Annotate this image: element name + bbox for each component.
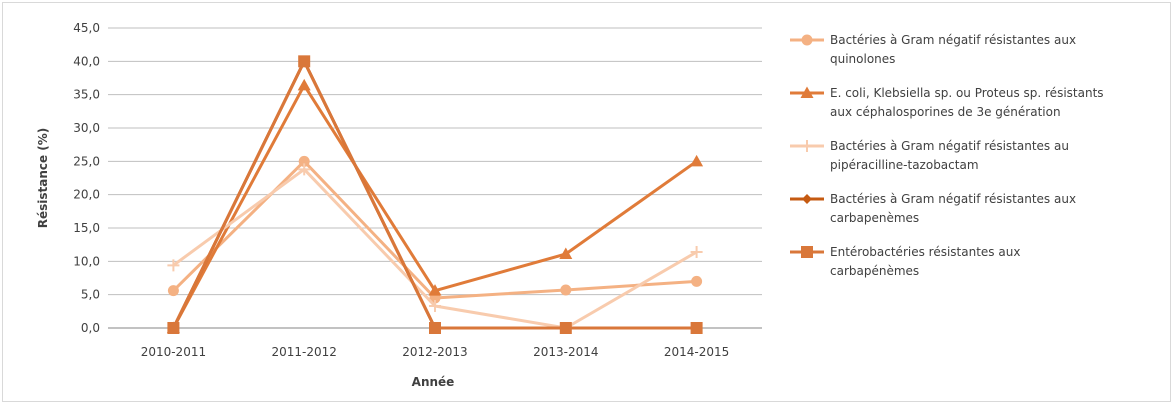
data-point <box>167 322 180 334</box>
data-point <box>560 284 572 296</box>
legend-marker <box>801 246 813 258</box>
data-point <box>690 154 704 167</box>
legend-entry-3: Bactéries à Gram négatif résistantes au p… <box>790 139 1069 172</box>
legend-entry-5: Entérobactéries résistantes aux carbapénè… <box>790 245 1020 278</box>
legend-label: carbapénèmes <box>830 264 919 278</box>
x-tick-label: 2013-2014 <box>533 345 598 359</box>
data-point <box>167 285 179 297</box>
data-point <box>428 284 442 296</box>
y-tick-label: 30,0 <box>73 121 100 135</box>
legend-label: Bactéries à Gram négatif résistantes au <box>830 139 1069 153</box>
data-point <box>298 163 311 176</box>
x-tick-label: 2014-2015 <box>664 345 729 359</box>
legend-label: Bactéries à Gram négatif résistantes aux <box>830 33 1076 47</box>
series-1 <box>167 155 703 304</box>
legend-marker <box>800 86 814 98</box>
series-5 <box>167 55 703 334</box>
legend-entry-2: E. coli, Klebsiella sp. ou Proteus sp. r… <box>790 86 1104 119</box>
y-tick-label: 25,0 <box>73 154 100 168</box>
legend-marker <box>801 34 813 46</box>
data-point <box>297 78 311 91</box>
legend-marker <box>801 140 813 152</box>
x-tick-label: 2012-2013 <box>402 345 467 359</box>
data-point <box>298 155 310 167</box>
y-tick-label: 45,0 <box>73 21 100 35</box>
legend-label: quinolones <box>830 52 895 66</box>
y-tick-label: 20,0 <box>73 188 100 202</box>
y-tick-label: 0,0 <box>81 321 100 335</box>
legend: Bactéries à Gram négatif résistantes aux… <box>790 33 1104 278</box>
legend-label: Entérobactéries résistantes aux <box>830 245 1020 259</box>
legend-label: Bactéries à Gram négatif résistantes aux <box>830 192 1076 206</box>
x-axis-title: Année <box>412 375 455 389</box>
x-tick-label: 2010-2011 <box>141 345 206 359</box>
legend-entry-4: Bactéries à Gram négatif résistantes aux… <box>790 192 1076 225</box>
y-tick-label: 35,0 <box>73 88 100 102</box>
data-point <box>298 55 311 68</box>
data-point <box>167 259 180 272</box>
data-point <box>559 322 572 334</box>
data-point <box>691 275 703 287</box>
y-tick-label: 40,0 <box>73 54 100 68</box>
legend-label: carbapenèmes <box>830 211 919 225</box>
x-tick-label: 2011-2012 <box>271 345 336 359</box>
data-point <box>690 246 703 258</box>
y-axis-title: Résistance (%) <box>36 128 50 229</box>
y-tick-label: 5,0 <box>81 288 100 302</box>
legend-label: aux céphalosporines de 3e génération <box>830 105 1061 119</box>
data-point <box>690 322 703 334</box>
y-tick-label: 15,0 <box>73 221 100 235</box>
legend-label: pipéracilline-tazobactam <box>830 158 979 172</box>
data-point <box>429 300 441 312</box>
legend-label: E. coli, Klebsiella sp. ou Proteus sp. r… <box>830 86 1104 100</box>
series-lines <box>166 55 704 334</box>
data-point <box>429 322 441 334</box>
y-tick-label: 10,0 <box>73 254 100 268</box>
data-point <box>559 247 573 259</box>
legend-marker <box>802 194 812 204</box>
legend-entry-1: Bactéries à Gram négatif résistantes aux… <box>790 33 1076 66</box>
